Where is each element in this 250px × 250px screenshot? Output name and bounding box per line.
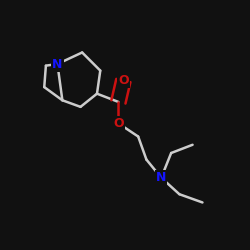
Text: N: N — [52, 58, 62, 70]
Text: O: O — [113, 117, 124, 130]
Text: O: O — [118, 74, 129, 87]
Text: N: N — [156, 171, 166, 184]
